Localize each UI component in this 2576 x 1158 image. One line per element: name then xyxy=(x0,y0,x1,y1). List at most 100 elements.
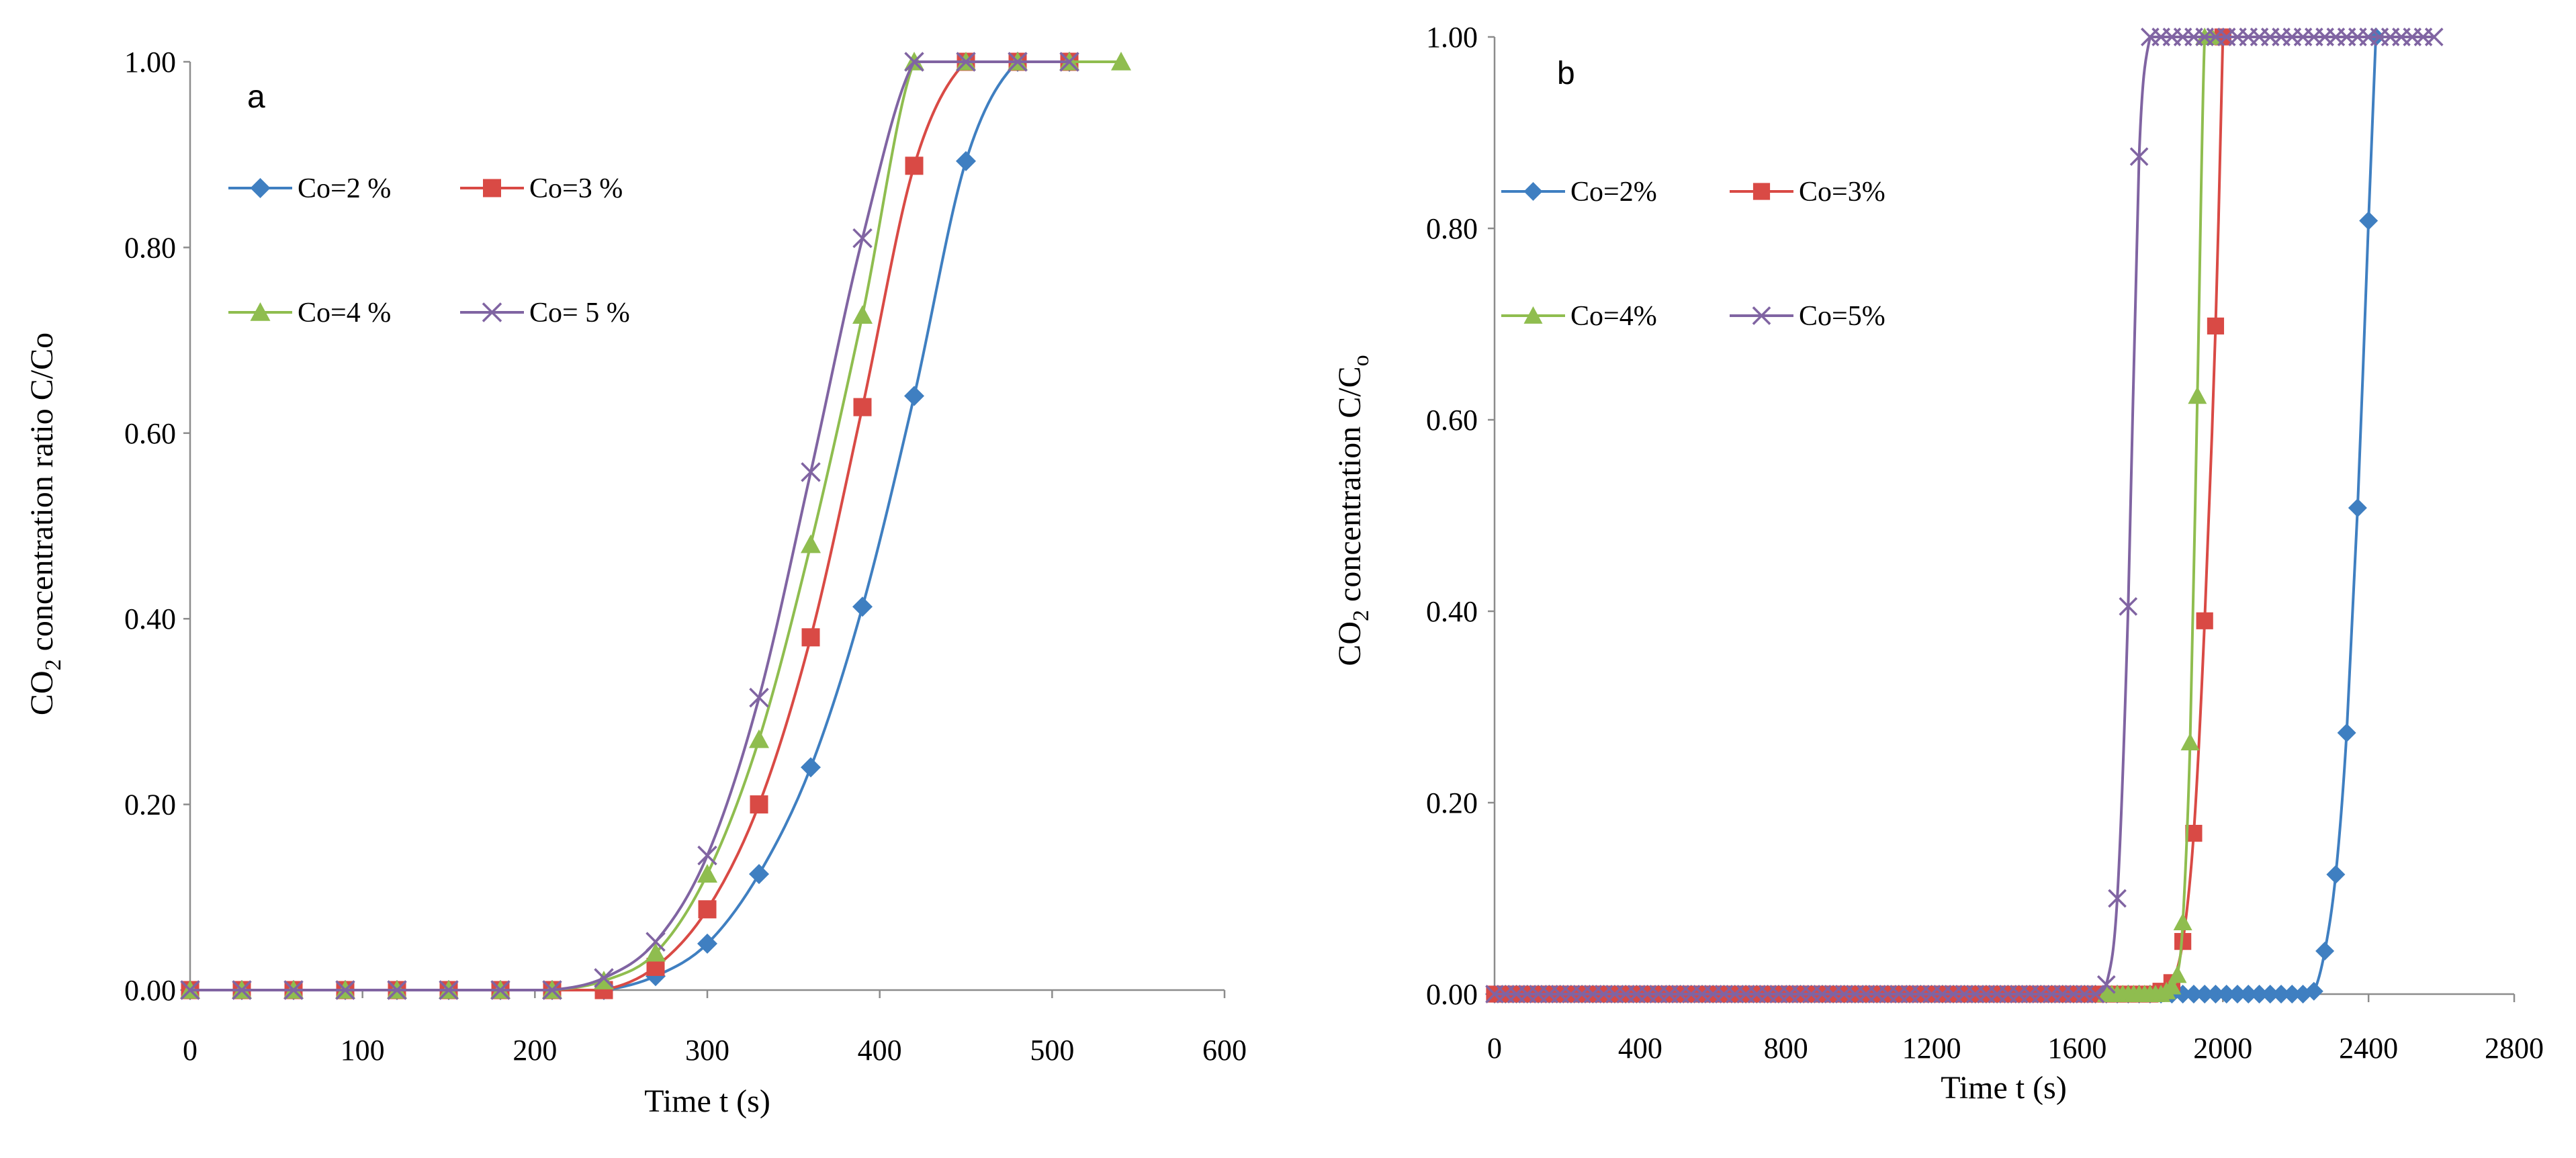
data-point xyxy=(1059,52,1079,72)
legend-item: Co= 5 % xyxy=(460,298,630,328)
data-point xyxy=(2180,733,2200,751)
data-point xyxy=(2337,723,2356,742)
data-point xyxy=(2119,597,2138,616)
data-point xyxy=(2207,317,2225,335)
legend-label: Co=3% xyxy=(1799,177,1885,208)
data-point xyxy=(439,980,459,1000)
legend-swatch-marker xyxy=(1523,306,1543,324)
x-tick-label: 2000 xyxy=(2193,1032,2252,1065)
y-tick-label: 0.20 xyxy=(1426,787,1478,819)
series-co-2- xyxy=(1485,28,2385,1004)
legend-item: Co=3 % xyxy=(460,173,623,204)
y-axis-title-part: concentration C/C xyxy=(1332,366,1368,610)
data-point xyxy=(2195,985,2215,1004)
y-tick-label: 0.40 xyxy=(1426,595,1478,628)
x-tick-label: 800 xyxy=(1764,1032,1808,1065)
x-tick-label: 1200 xyxy=(1902,1032,1961,1065)
y-tick-label: 1.00 xyxy=(1426,21,1478,54)
data-point xyxy=(542,980,562,1000)
series-co-5- xyxy=(180,52,1079,1000)
y-axis-title: CO2 concentration C/Co xyxy=(1332,355,1374,666)
x-axis-title: Time t (s) xyxy=(644,1083,770,1119)
y-tick-label: 0.80 xyxy=(124,231,176,264)
y-axis-title-part: CO xyxy=(1332,621,1368,666)
legend-swatch-marker xyxy=(250,302,271,321)
x-tick-label: 600 xyxy=(1202,1034,1247,1067)
y-axis-title-subscript: 2 xyxy=(41,659,66,670)
data-point xyxy=(2272,985,2291,1004)
data-point xyxy=(904,52,924,72)
chart-panel-b: 0.00 0.20 0.40 0.60 0.80 1.00 0 400 800 1200 1600 2… xyxy=(1332,21,2544,1106)
data-point xyxy=(2108,889,2127,908)
legend-item: Co=3% xyxy=(1730,177,1885,208)
data-point xyxy=(697,933,717,954)
x-tick-label: 2400 xyxy=(2339,1032,2398,1065)
series-co-5- xyxy=(1485,28,2444,1004)
data-point xyxy=(232,980,252,1000)
data-point xyxy=(749,729,769,748)
data-point xyxy=(750,795,768,814)
data-point xyxy=(2348,498,2367,518)
data-point xyxy=(594,968,614,988)
data-point xyxy=(749,687,769,708)
legend-swatch-marker xyxy=(250,178,271,198)
data-point xyxy=(956,52,976,72)
data-point xyxy=(2359,211,2379,230)
y-tick-label: 0.60 xyxy=(1426,404,1478,437)
data-point xyxy=(2217,985,2236,1004)
data-point xyxy=(2315,941,2335,961)
data-point xyxy=(2096,975,2116,994)
data-point xyxy=(697,864,717,883)
data-point xyxy=(801,628,820,647)
y-axis-title-part: CO xyxy=(24,670,60,715)
data-point xyxy=(852,228,873,249)
data-point xyxy=(2206,985,2225,1004)
y-axis-title-subscript: 2 xyxy=(1349,610,1374,621)
legend-label: Co=2% xyxy=(1570,177,1657,208)
y-tick-label: 0.60 xyxy=(124,417,176,450)
data-point xyxy=(335,980,355,1000)
x-tick-label: 200 xyxy=(513,1034,557,1067)
data-point xyxy=(904,386,924,406)
data-point xyxy=(2196,612,2213,629)
data-point xyxy=(2304,981,2323,1001)
x-tick-label: 1600 xyxy=(2047,1032,2106,1065)
data-point xyxy=(646,942,666,962)
y-axis-title-part: concentration ratio C/Co xyxy=(24,332,60,660)
panel-label: a xyxy=(247,79,265,115)
data-point xyxy=(180,980,200,1000)
y-tick-label: 0.40 xyxy=(124,603,176,635)
data-point xyxy=(905,157,924,175)
y-tick-label: 0.20 xyxy=(124,789,176,821)
data-point xyxy=(801,534,821,553)
data-point xyxy=(2424,28,2444,46)
legend-swatch-marker xyxy=(483,179,501,197)
legend-label: Co= 5 % xyxy=(529,298,630,328)
data-point xyxy=(2326,864,2346,884)
data-point xyxy=(2250,985,2269,1004)
legend-label: Co=4% xyxy=(1570,301,1657,332)
data-point xyxy=(2227,985,2247,1004)
data-point xyxy=(2239,985,2258,1004)
data-point xyxy=(1111,52,1131,71)
legend-item: Co=5% xyxy=(1730,301,1885,332)
y-tick-label: 0.80 xyxy=(1426,212,1478,245)
data-point xyxy=(2162,977,2182,995)
legend-swatch-marker xyxy=(1752,306,1771,325)
data-point xyxy=(853,398,872,416)
legend-label: Co=5% xyxy=(1799,301,1885,332)
legend-item: Co=4 % xyxy=(228,298,391,328)
x-tick-label: 100 xyxy=(341,1034,385,1067)
legend-swatch-marker xyxy=(1523,182,1543,201)
data-point xyxy=(956,150,976,171)
x-tick-label: 400 xyxy=(1618,1032,1662,1065)
data-point xyxy=(1008,52,1028,72)
chart-panel-a: 0.00 0.20 0.40 0.60 0.80 1.00 0 100 200 300 400 500… xyxy=(24,46,1247,1119)
y-axis-title-subscript: o xyxy=(1349,355,1374,366)
data-point xyxy=(801,462,821,482)
x-tick-label: 2800 xyxy=(2485,1032,2544,1065)
data-point xyxy=(852,596,873,617)
data-point xyxy=(646,932,666,952)
